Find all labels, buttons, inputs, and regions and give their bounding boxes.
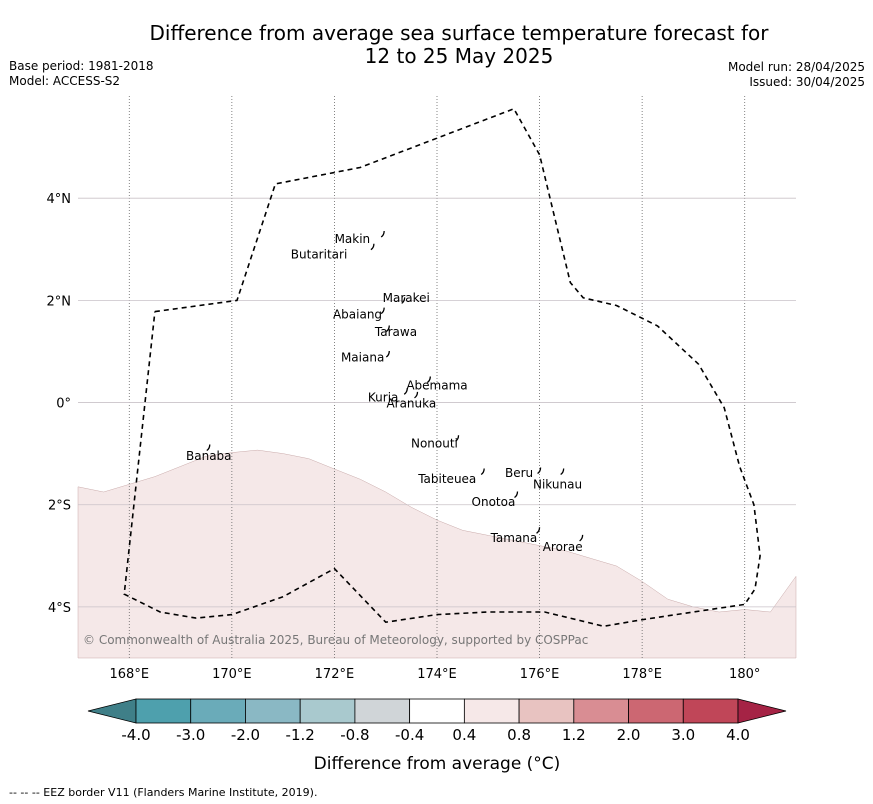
- colorbar-tick: 0.8: [507, 726, 531, 744]
- island-label: Onotoa: [472, 495, 516, 509]
- title-line-2: 12 to 25 May 2025: [364, 44, 554, 68]
- island-shape: [426, 376, 431, 384]
- colorbar-tick: 3.0: [671, 726, 695, 744]
- colorbar-tick: -3.0: [176, 726, 205, 744]
- lon-tick-label: 176°E: [520, 667, 560, 682]
- island-label: Abemama: [406, 379, 467, 393]
- model-run-text: Model run: 28/04/2025: [727, 60, 865, 74]
- colorbar-tick-labels: -4.0 -3.0 -2.0 -1.2 -0.8 -0.4 0.4 0.8 1.2 2.0 3.0 4…: [121, 726, 750, 744]
- lon-tick-label: 180°: [729, 667, 760, 682]
- lon-tick-label: 170°E: [212, 667, 252, 682]
- colorbar-tick: -1.2: [286, 726, 315, 744]
- colorbar-segments: [87, 698, 787, 724]
- colorbar-tick: 1.2: [562, 726, 586, 744]
- island-label: Arorae: [543, 540, 583, 554]
- island-label: Makin: [335, 232, 371, 246]
- lon-tick-label: 174°E: [417, 667, 457, 682]
- island-shape: [206, 444, 211, 452]
- model-text: Model: ACCESS-S2: [9, 74, 121, 88]
- colorbar-segment: [518, 698, 575, 724]
- island-label: Nonouti: [411, 436, 458, 450]
- lon-tick-label: 178°E: [622, 667, 662, 682]
- island-shape: [579, 534, 584, 542]
- colorbar-tick: 4.0: [726, 726, 750, 744]
- colorbar-tick: 2.0: [617, 726, 641, 744]
- island-shape: [380, 307, 385, 315]
- colorbar-segment: [628, 698, 684, 724]
- island-label: Abaiang: [333, 308, 382, 322]
- colorbar-segment: [463, 698, 520, 724]
- colorbar-low-extension: [87, 698, 137, 724]
- colorbar-segment: [682, 698, 739, 724]
- island-label: Marakei: [383, 291, 430, 305]
- island-label: Nikunau: [533, 477, 582, 491]
- colorbar-segment: [190, 698, 246, 724]
- lat-tick-label: 4°S: [48, 601, 71, 616]
- island-label: Maiana: [341, 351, 384, 365]
- colorbar-tick: -0.4: [395, 726, 424, 744]
- island-shape: [385, 325, 390, 333]
- island-label: Kuria: [368, 390, 399, 404]
- title-line-1: Difference from average sea surface temp…: [149, 21, 769, 45]
- island-shape: [455, 435, 460, 442]
- island-shape: [380, 230, 385, 238]
- lat-tick-label: 2°S: [48, 499, 71, 514]
- island-label: Tabiteuea: [417, 472, 476, 486]
- colorbar-segment: [573, 698, 629, 724]
- lon-tick-label: 168°E: [110, 667, 150, 682]
- colorbar-tick: 0.4: [452, 726, 476, 744]
- island-shape: [514, 491, 519, 499]
- graticule: [78, 96, 796, 658]
- island-shape: [370, 243, 375, 251]
- lat-tick-label: 0°: [56, 397, 71, 412]
- meta-right: Model run: 28/04/2025 Issued: 30/04/2025: [728, 60, 865, 90]
- meta-left: Base period: 1981-2018 Model: ACCESS-S2: [9, 59, 154, 89]
- colorbar: -4.0 -3.0 -2.0 -1.2 -0.8 -0.4 0.4 0.8 1.2 2.0 3.0 4…: [87, 698, 787, 774]
- colorbar-segment: [299, 698, 356, 724]
- base-period-text: Base period: 1981-2018: [9, 59, 154, 73]
- eez-source-note: -- -- -- EEZ border V11 (Flanders Marine…: [9, 786, 318, 799]
- axis-tick-labels: 168°E 170°E 172°E 174°E 176°E 178°E 180° 4°N 2°N…: [47, 192, 761, 682]
- map-title: Difference from average sea surface temp…: [0, 22, 873, 68]
- colorbar-high-extension: [737, 698, 787, 724]
- colorbar-tick: -2.0: [231, 726, 260, 744]
- island-shape: [560, 468, 565, 476]
- colorbar-label: Difference from average (°C): [314, 754, 561, 774]
- island-shape: [403, 388, 408, 395]
- lat-tick-label: 2°N: [47, 294, 72, 309]
- colorbar-tick: -4.0: [121, 726, 150, 744]
- lon-tick-label: 172°E: [315, 667, 355, 682]
- island-shape: [537, 467, 542, 475]
- colorbar-segment: [409, 698, 465, 724]
- island-label: Tamana: [490, 531, 538, 545]
- island-label: Aranuka: [386, 397, 436, 411]
- colorbar-segment: [354, 698, 411, 724]
- copyright-text: © Commonwealth of Australia 2025, Bureau…: [83, 633, 588, 647]
- island-shape: [480, 468, 485, 476]
- island-label: Beru: [505, 466, 533, 480]
- island-shape: [536, 527, 541, 534]
- colorbar-segment: [245, 698, 301, 724]
- issued-text: Issued: 30/04/2025: [749, 75, 865, 89]
- island-layer: [206, 230, 584, 542]
- island-label: Banaba: [186, 449, 232, 463]
- island-label: Tarawa: [374, 325, 417, 339]
- lat-tick-label: 4°N: [47, 192, 72, 207]
- island-shape: [385, 350, 390, 358]
- colorbar-segment: [135, 698, 192, 724]
- island-shape: [401, 297, 406, 304]
- island-shape: [414, 391, 419, 399]
- colorbar-tick: -0.8: [340, 726, 369, 744]
- island-label: Butaritari: [291, 247, 348, 261]
